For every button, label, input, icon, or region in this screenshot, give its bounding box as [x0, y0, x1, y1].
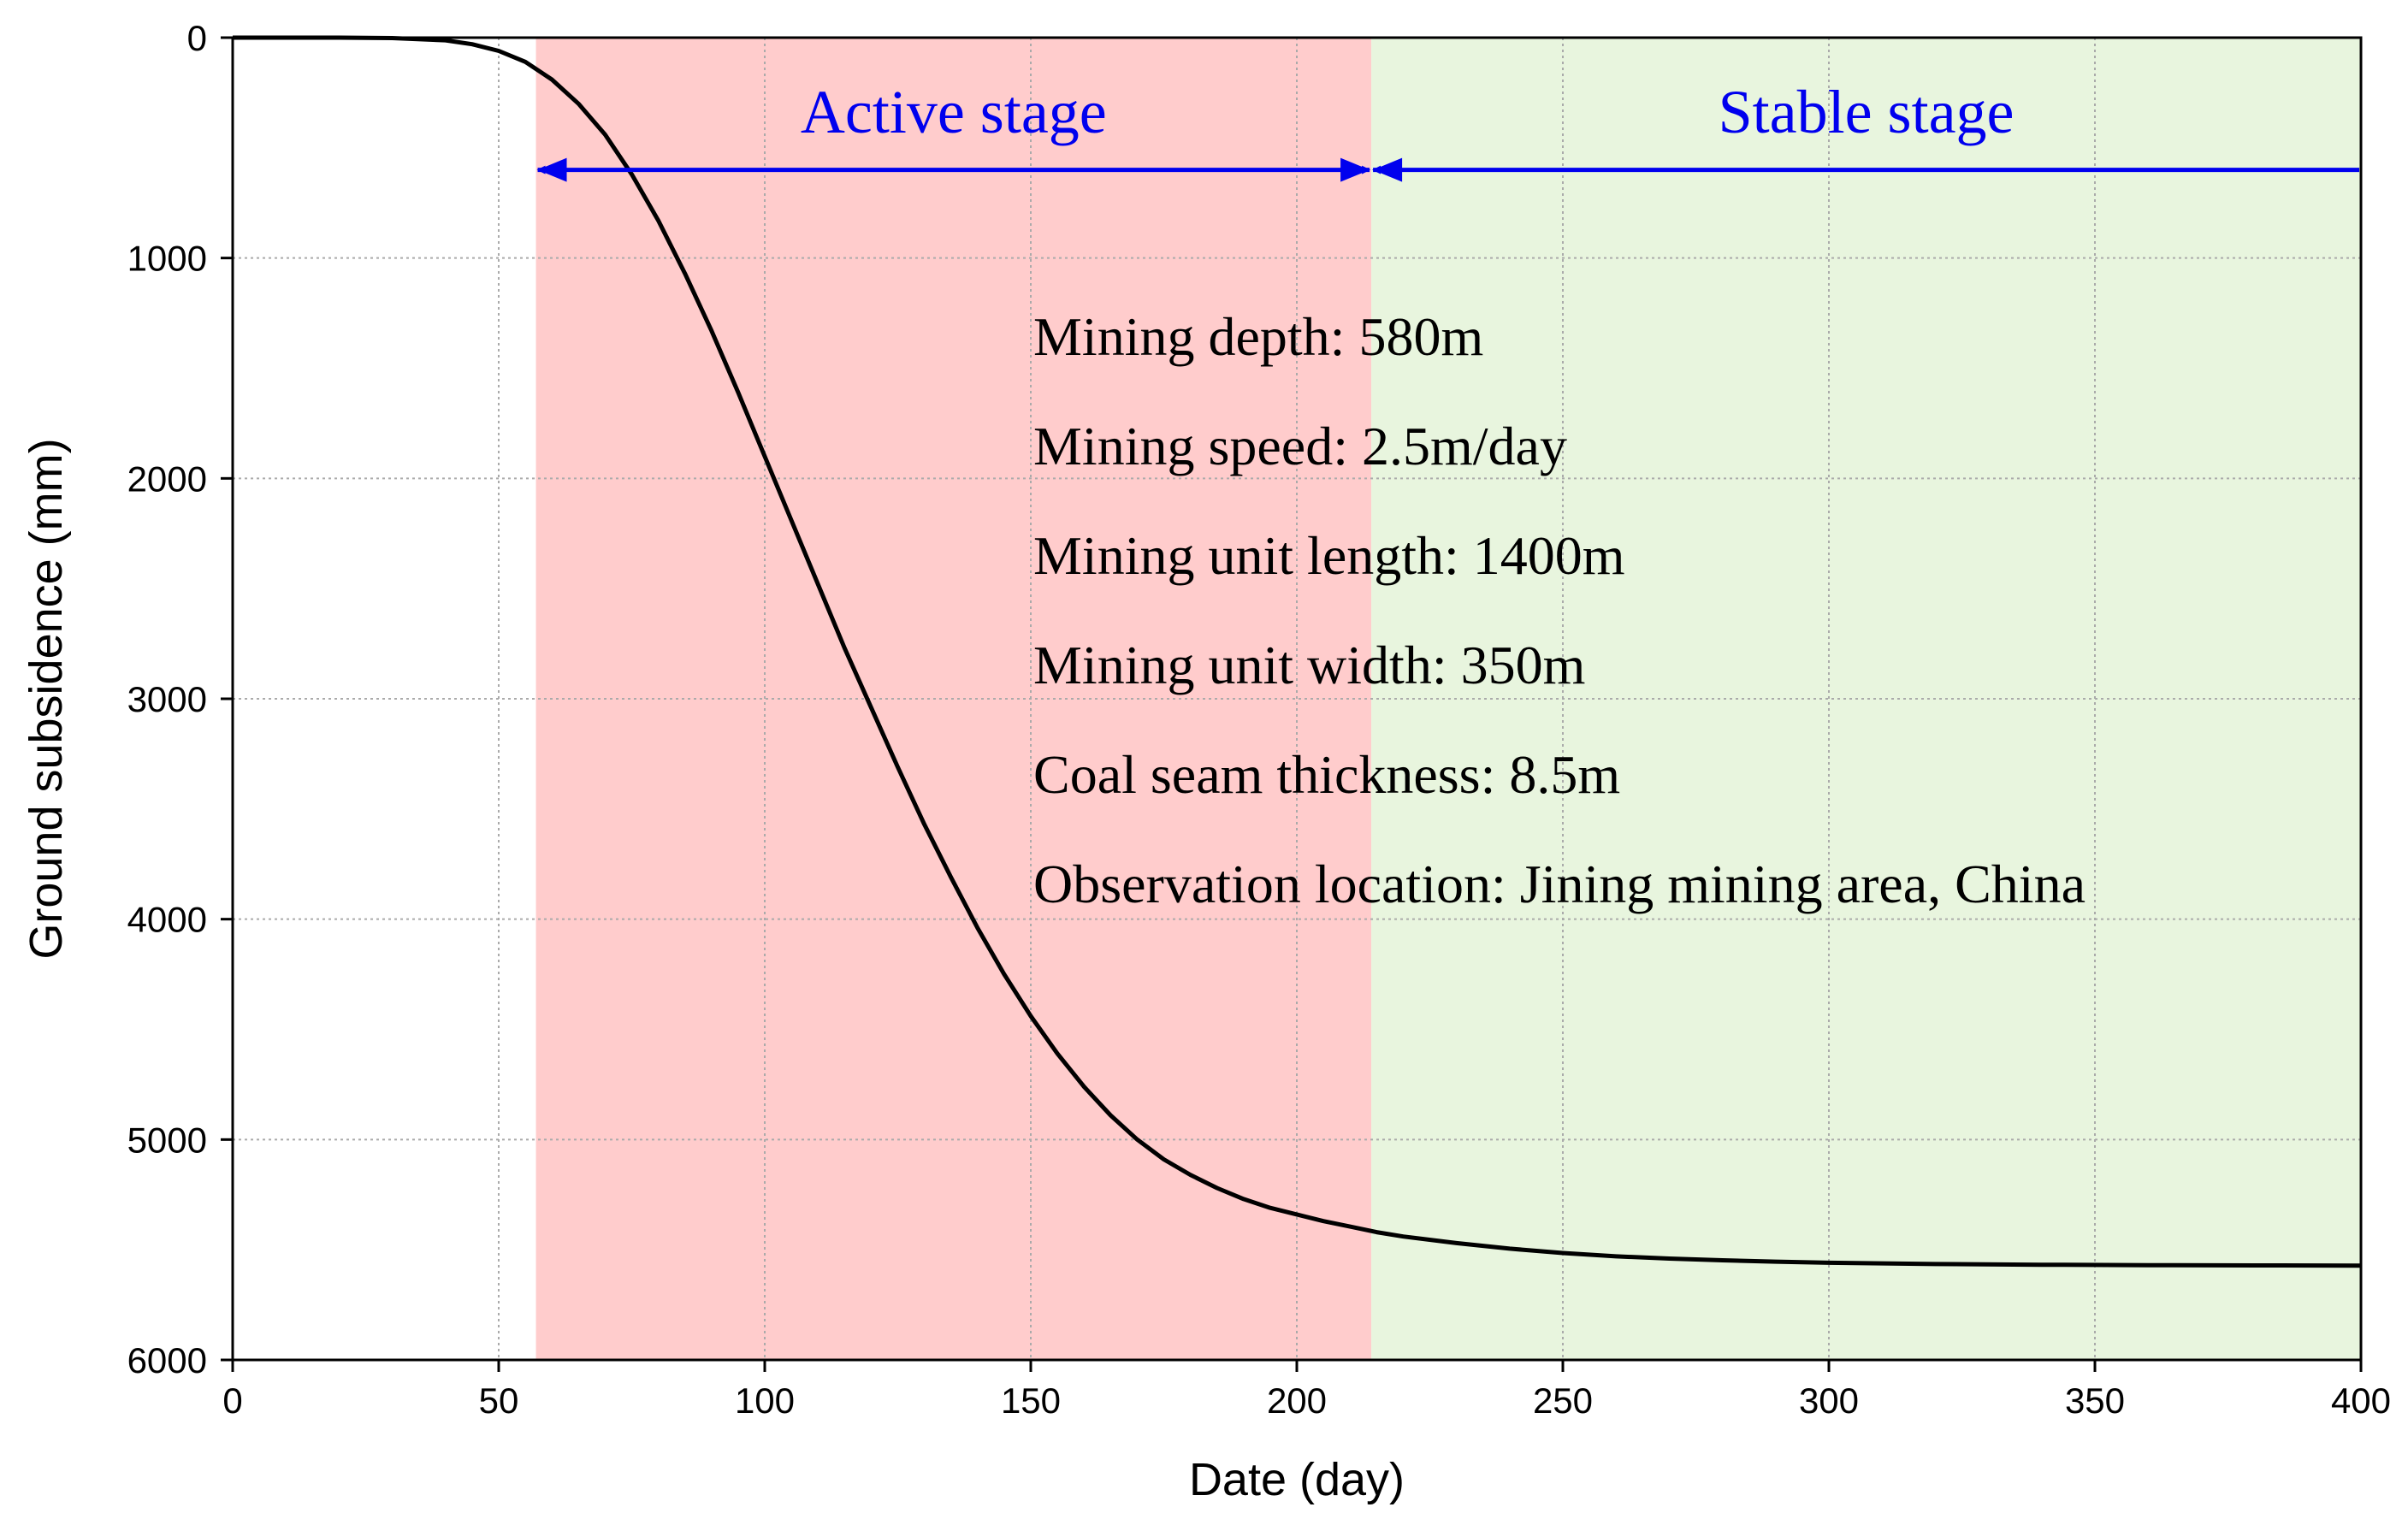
stable-arrowhead-left [1373, 157, 1403, 182]
stable-stage-label: Stable stage [1719, 78, 2015, 146]
y-axis-title: Ground subsidence (mm) [21, 438, 72, 959]
text-layer: Active stage Stable stage Mining depth: … [21, 78, 2086, 1505]
curve-layer [233, 35, 2362, 1268]
x-tick-label-250: 250 [1533, 1380, 1593, 1421]
active-stage-label: Active stage [801, 78, 1107, 146]
axes: 0 50 100 150 200 250 300 350 4000100020003000400… [127, 18, 2391, 1421]
annotation-mining-depth: Mining depth: 580m [1033, 306, 1483, 367]
y-tick-label-3000: 3000 [127, 679, 207, 719]
subsidence-curve [233, 35, 2362, 1268]
active-arrowhead-right [1340, 157, 1370, 182]
x-tick-label-400: 400 [2331, 1380, 2391, 1421]
x-tick-label-100: 100 [735, 1380, 795, 1421]
y-tick-label-2000: 2000 [127, 458, 207, 499]
x-tick-label-200: 200 [1267, 1380, 1327, 1421]
y-tick-label-1000: 1000 [127, 239, 207, 279]
y-tick-label-4000: 4000 [127, 900, 207, 940]
y-tick-label-6000: 6000 [127, 1340, 207, 1380]
x-tick-label-50: 50 [479, 1380, 519, 1421]
x-tick-label-350: 350 [2065, 1380, 2125, 1421]
active-arrowhead-left [537, 157, 567, 182]
x-tick-label-150: 150 [1001, 1380, 1061, 1421]
annotation-unit-width: Mining unit width: 350m [1033, 635, 1585, 695]
annotation-observation-location: Observation location: Jining mining area… [1033, 854, 2086, 914]
annotation-seam-thickness: Coal seam thickness: 8.5m [1033, 744, 1620, 805]
x-tick-label-0: 0 [222, 1380, 242, 1421]
stage-arrows [536, 157, 2359, 182]
x-tick-label-300: 300 [1799, 1380, 1859, 1421]
x-axis-title: Date (day) [1189, 1454, 1405, 1505]
annotation-unit-length: Mining unit length: 1400m [1033, 525, 1625, 586]
y-tick-label-5000: 5000 [127, 1120, 207, 1160]
region-stable-stage [1371, 38, 2361, 1360]
y-tick-label-0: 0 [187, 18, 207, 58]
grid-lines [233, 38, 2361, 1360]
annotation-mining-speed: Mining speed: 2.5m/day [1033, 416, 1567, 476]
